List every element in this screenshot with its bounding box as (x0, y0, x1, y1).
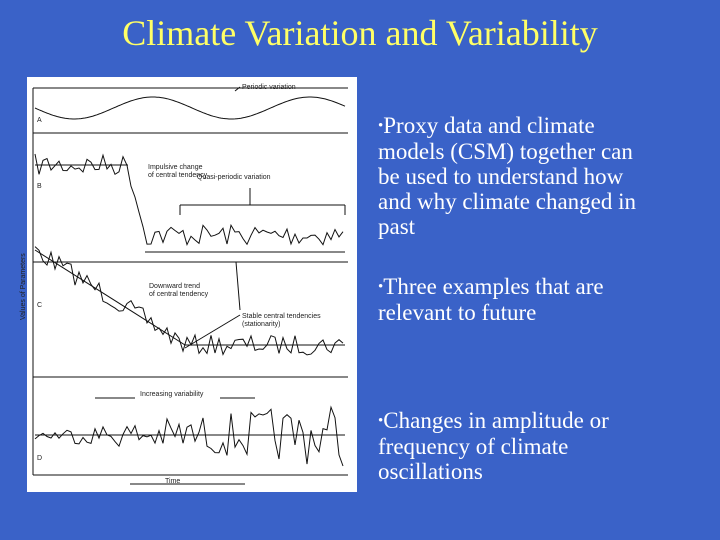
trace-a (34, 96, 346, 120)
bullet-line: models (CSM) together can (378, 139, 633, 164)
annotation: Downward trend (149, 283, 200, 290)
rule (235, 261, 241, 311)
annotation: Periodic variation (242, 84, 296, 91)
annotation: Stable central tendencies (242, 313, 321, 320)
annotation: Impulsive change (148, 164, 203, 171)
panel-label: C (37, 302, 42, 309)
annotation: Quasi-periodic variation (197, 174, 271, 181)
bullet-line: Proxy data and climate (378, 113, 708, 139)
annotation: (stationarity) (242, 321, 281, 328)
bullet-line: past (378, 214, 416, 239)
trace-c (34, 246, 344, 356)
trace-d (34, 405, 344, 467)
bullet-line: Three examples that are (378, 274, 708, 300)
annotation: Increasing variability (140, 391, 204, 398)
bullet-line: be used to understand how (378, 164, 624, 189)
trace-b (34, 153, 344, 247)
panel-label: A (37, 117, 42, 124)
annotation: of central tendency (149, 291, 209, 298)
bullet-line: Changes in amplitude or (378, 408, 708, 434)
bullet-line: relevant to future (378, 300, 537, 325)
bullet-line: and why climate changed in (378, 189, 637, 214)
rule (184, 314, 241, 349)
rule (34, 249, 186, 346)
bullet-line: frequency of climate (378, 434, 569, 459)
figure-panel (27, 77, 357, 492)
annotation: of central tendency (148, 172, 208, 179)
slide-title: Climate Variation and Variability (122, 13, 598, 53)
panel-label: B (37, 183, 42, 190)
panel-label: D (37, 455, 42, 462)
bullet-line: oscillations (378, 459, 483, 484)
y-axis-label: Values of Parameters (20, 253, 27, 320)
rule (234, 86, 241, 92)
annotation: Time (165, 478, 180, 485)
